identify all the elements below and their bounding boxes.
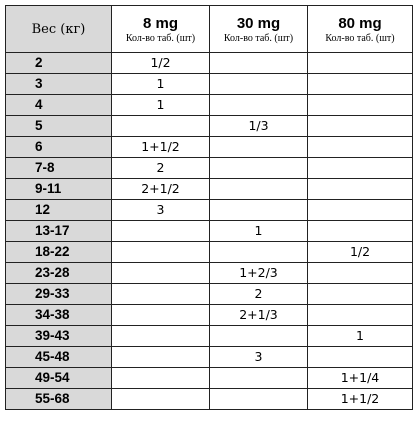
dose-30mg-cell: 1 (209, 220, 308, 242)
dose-80mg-cell (307, 262, 413, 284)
dose-80mg-cell (307, 94, 413, 116)
dose-8mg-cell (111, 220, 210, 242)
table-row: 7-8 2 (5, 157, 413, 179)
dose-30mg-cell (209, 52, 308, 74)
dose-30mg-column-header: 30 mg Кол-во таб. (шт) (209, 5, 308, 53)
dose-80mg-cell (307, 220, 413, 242)
header-row: Вес (кг) 8 mg Кол-во таб. (шт) 30 mg Кол… (5, 5, 413, 53)
dose-80mg-cell: 1/2 (307, 241, 413, 263)
table-row: 29-33 2 (5, 283, 413, 305)
dose-80mg-cell (307, 52, 413, 74)
table-row: 55-68 1+1/2 (5, 388, 413, 410)
dose-80mg-cell: 1+1/4 (307, 367, 413, 389)
table-row: 4 1 (5, 94, 413, 116)
dose-30mg-cell: 2+1/3 (209, 304, 308, 326)
table-row: 12 3 (5, 199, 413, 221)
dose-80mg-column-header: 80 mg Кол-во таб. (шт) (307, 5, 413, 53)
weight-cell: 29-33 (5, 283, 112, 305)
weight-cell: 49-54 (5, 367, 112, 389)
dose-30mg-cell: 3 (209, 346, 308, 368)
table-row: 34-38 2+1/3 (5, 304, 413, 326)
dose-30mg-cell (209, 367, 308, 389)
weight-cell: 6 (5, 136, 112, 158)
dose-80mg-cell (307, 136, 413, 158)
table-row: 13-17 1 (5, 220, 413, 242)
dose-30mg-cell (209, 178, 308, 200)
table-row: 18-22 1/2 (5, 241, 413, 263)
dose-8mg-cell: 1 (111, 94, 210, 116)
dose-30mg-cell (209, 136, 308, 158)
dose-30mg-cell (209, 325, 308, 347)
dose-30mg-label: 30 mg (236, 14, 281, 32)
dose-8mg-cell (111, 388, 210, 410)
dose-8mg-sublabel: Кол-во таб. (шт) (125, 32, 196, 44)
weight-cell: 39-43 (5, 325, 112, 347)
dose-8mg-cell (111, 367, 210, 389)
weight-cell: 7-8 (5, 157, 112, 179)
dose-8mg-cell (111, 241, 210, 263)
weight-cell: 9-11 (5, 178, 112, 200)
weight-cell: 2 (5, 52, 112, 74)
weight-cell: 18-22 (5, 241, 112, 263)
table-row: 3 1 (5, 73, 413, 95)
weight-cell: 55-68 (5, 388, 112, 410)
dose-8mg-cell (111, 283, 210, 305)
weight-cell: 12 (5, 199, 112, 221)
dose-80mg-cell (307, 115, 413, 137)
table-row: 9-11 2+1/2 (5, 178, 413, 200)
dose-8mg-cell: 1/2 (111, 52, 210, 74)
weight-cell: 5 (5, 115, 112, 137)
dose-80mg-cell (307, 304, 413, 326)
table-row: 2 1/2 (5, 52, 413, 74)
table-row: 23-28 1+2/3 (5, 262, 413, 284)
table-row: 5 1/3 (5, 115, 413, 137)
table-row: 49-54 1+1/4 (5, 367, 413, 389)
dose-30mg-cell (209, 157, 308, 179)
dose-8mg-column-header: 8 mg Кол-во таб. (шт) (111, 5, 210, 53)
dose-80mg-cell (307, 346, 413, 368)
dose-80mg-label: 80 mg (338, 14, 382, 32)
dose-8mg-cell: 2 (111, 157, 210, 179)
dose-80mg-cell (307, 199, 413, 221)
dose-8mg-cell: 2+1/2 (111, 178, 210, 200)
dose-8mg-cell: 3 (111, 199, 210, 221)
dose-30mg-cell: 2 (209, 283, 308, 305)
dose-30mg-cell (209, 241, 308, 263)
dose-80mg-cell (307, 73, 413, 95)
dose-8mg-cell: 1 (111, 73, 210, 95)
dosage-table: Вес (кг) 8 mg Кол-во таб. (шт) 30 mg Кол… (5, 5, 413, 410)
dose-8mg-cell (111, 262, 210, 284)
dose-30mg-sublabel: Кол-во таб. (шт) (223, 32, 294, 44)
dose-8mg-cell (111, 325, 210, 347)
dose-80mg-cell: 1 (307, 325, 413, 347)
dose-8mg-label: 8 mg (142, 14, 178, 32)
dose-80mg-cell: 1+1/2 (307, 388, 413, 410)
dose-30mg-cell (209, 73, 308, 95)
dose-30mg-cell (209, 199, 308, 221)
weight-column-header: Вес (кг) (5, 5, 112, 53)
dose-80mg-sublabel: Кол-во таб. (шт) (325, 32, 395, 44)
weight-cell: 34-38 (5, 304, 112, 326)
dose-8mg-cell (111, 304, 210, 326)
weight-cell: 45-48 (5, 346, 112, 368)
dose-8mg-cell: 1+1/2 (111, 136, 210, 158)
weight-cell: 13-17 (5, 220, 112, 242)
table-row: 6 1+1/2 (5, 136, 413, 158)
weight-cell: 3 (5, 73, 112, 95)
weight-cell: 4 (5, 94, 112, 116)
dose-30mg-cell: 1+2/3 (209, 262, 308, 284)
table-row: 45-48 3 (5, 346, 413, 368)
weight-cell: 23-28 (5, 262, 112, 284)
dose-30mg-cell (209, 94, 308, 116)
dose-80mg-cell (307, 157, 413, 179)
dose-30mg-cell: 1/3 (209, 115, 308, 137)
dose-80mg-cell (307, 283, 413, 305)
dose-30mg-cell (209, 388, 308, 410)
dose-8mg-cell (111, 346, 210, 368)
dose-8mg-cell (111, 115, 210, 137)
dose-80mg-cell (307, 178, 413, 200)
table-row: 39-43 1 (5, 325, 413, 347)
